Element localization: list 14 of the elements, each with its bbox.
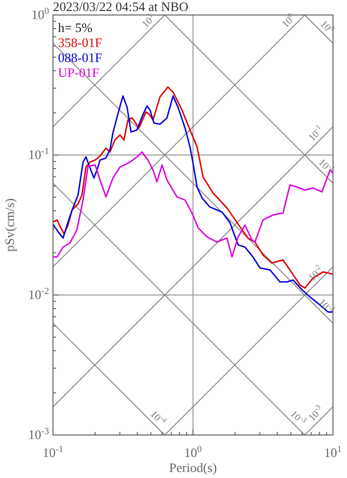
y-tick-label: 10$^{0}$ <box>31 7 50 22</box>
text: UP-01F <box>58 65 100 80</box>
text: 088-01F <box>58 50 102 65</box>
x-tick-label: 10$^{-1}$ <box>42 445 64 460</box>
x-tick-label: 10$^{1}$ <box>324 445 342 460</box>
y-tick-label: 10$^{-2}$ <box>28 287 50 302</box>
x-tick-label: 10$^{0}$ <box>184 445 202 460</box>
chart-title: 2023/03/22 04:54 at NBO <box>53 0 188 14</box>
text: 358-01F <box>58 35 102 50</box>
legend-title: h= 5% <box>58 20 93 35</box>
x-axis-title: Period(s) <box>169 460 217 475</box>
y-axis-title: pSv(cm/s) <box>2 198 17 252</box>
y-tick-label: 10$^{-3}$ <box>28 427 50 442</box>
y-tick-label: 10$^{-1}$ <box>28 147 50 162</box>
